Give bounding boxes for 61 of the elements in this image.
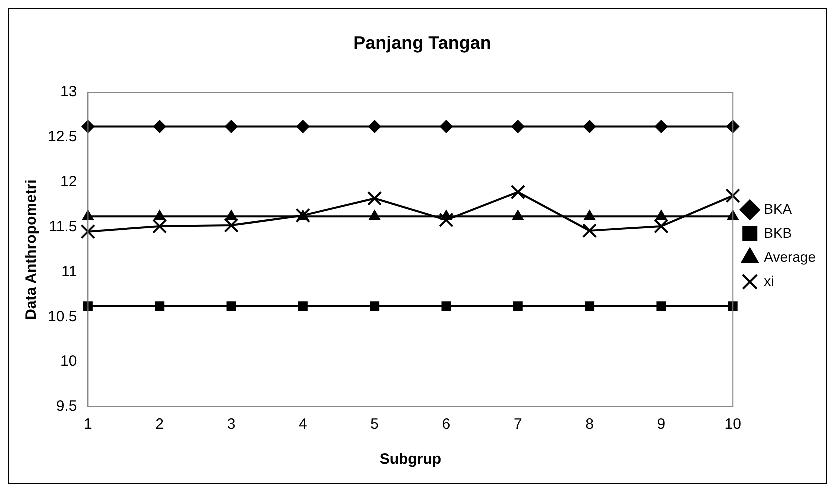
point	[298, 302, 308, 312]
x-tick-label: 2	[156, 416, 164, 434]
y-tick-label: 13	[60, 84, 78, 101]
point	[512, 210, 524, 220]
legend-label: xi	[764, 272, 774, 289]
point	[656, 210, 668, 220]
y-tick-label: 10.5	[48, 308, 78, 326]
y-tick-label: 10	[60, 353, 78, 370]
point	[369, 210, 381, 220]
point	[513, 302, 523, 312]
point	[582, 224, 598, 238]
point	[654, 120, 668, 134]
point	[654, 219, 669, 234]
x-tick-label: 5	[370, 416, 379, 434]
point	[583, 120, 596, 134]
point	[226, 210, 238, 220]
y-tick-label: 11.5	[49, 218, 78, 236]
x-tick-label: 4	[298, 416, 308, 434]
point	[155, 302, 165, 312]
point	[153, 120, 166, 134]
point	[80, 224, 96, 240]
point	[440, 210, 452, 220]
point	[439, 212, 454, 228]
x-tick-label: 3	[227, 416, 236, 434]
point	[225, 120, 238, 134]
x-tick-label: 9	[657, 416, 666, 434]
point	[370, 302, 380, 312]
point	[152, 219, 168, 234]
y-tick-label: 11	[62, 263, 78, 280]
point	[440, 120, 453, 134]
legend-label: BKA	[764, 200, 793, 217]
x-tick-label: 1	[84, 416, 92, 434]
point	[296, 208, 311, 224]
legend-label: BKB	[764, 224, 792, 241]
y-tick-label: 9.5	[56, 398, 78, 416]
point	[83, 302, 93, 312]
point	[224, 218, 239, 233]
y-axis-title: Data Anthropometri	[23, 180, 40, 320]
point	[442, 302, 452, 312]
x-axis-title: Subgrup	[380, 451, 442, 468]
x-tick-label: 8	[586, 416, 594, 434]
legend-label: Average	[764, 248, 816, 265]
point	[154, 210, 166, 220]
chart-title: Panjang Tangan	[354, 32, 492, 53]
point	[510, 184, 526, 200]
point	[512, 120, 525, 134]
point	[728, 302, 738, 312]
point	[367, 191, 382, 206]
point	[585, 302, 595, 312]
x-tick-label: 6	[442, 416, 451, 434]
point	[368, 120, 382, 134]
point	[226, 302, 236, 312]
x-tick-label: 7	[514, 416, 522, 434]
y-tick-label: 12.5	[48, 128, 78, 146]
point	[726, 188, 740, 204]
point	[656, 302, 666, 312]
x-tick-label: 10	[724, 416, 742, 434]
y-tick-label: 12	[60, 174, 78, 191]
point	[297, 210, 309, 220]
point	[584, 210, 596, 220]
point	[296, 120, 310, 134]
